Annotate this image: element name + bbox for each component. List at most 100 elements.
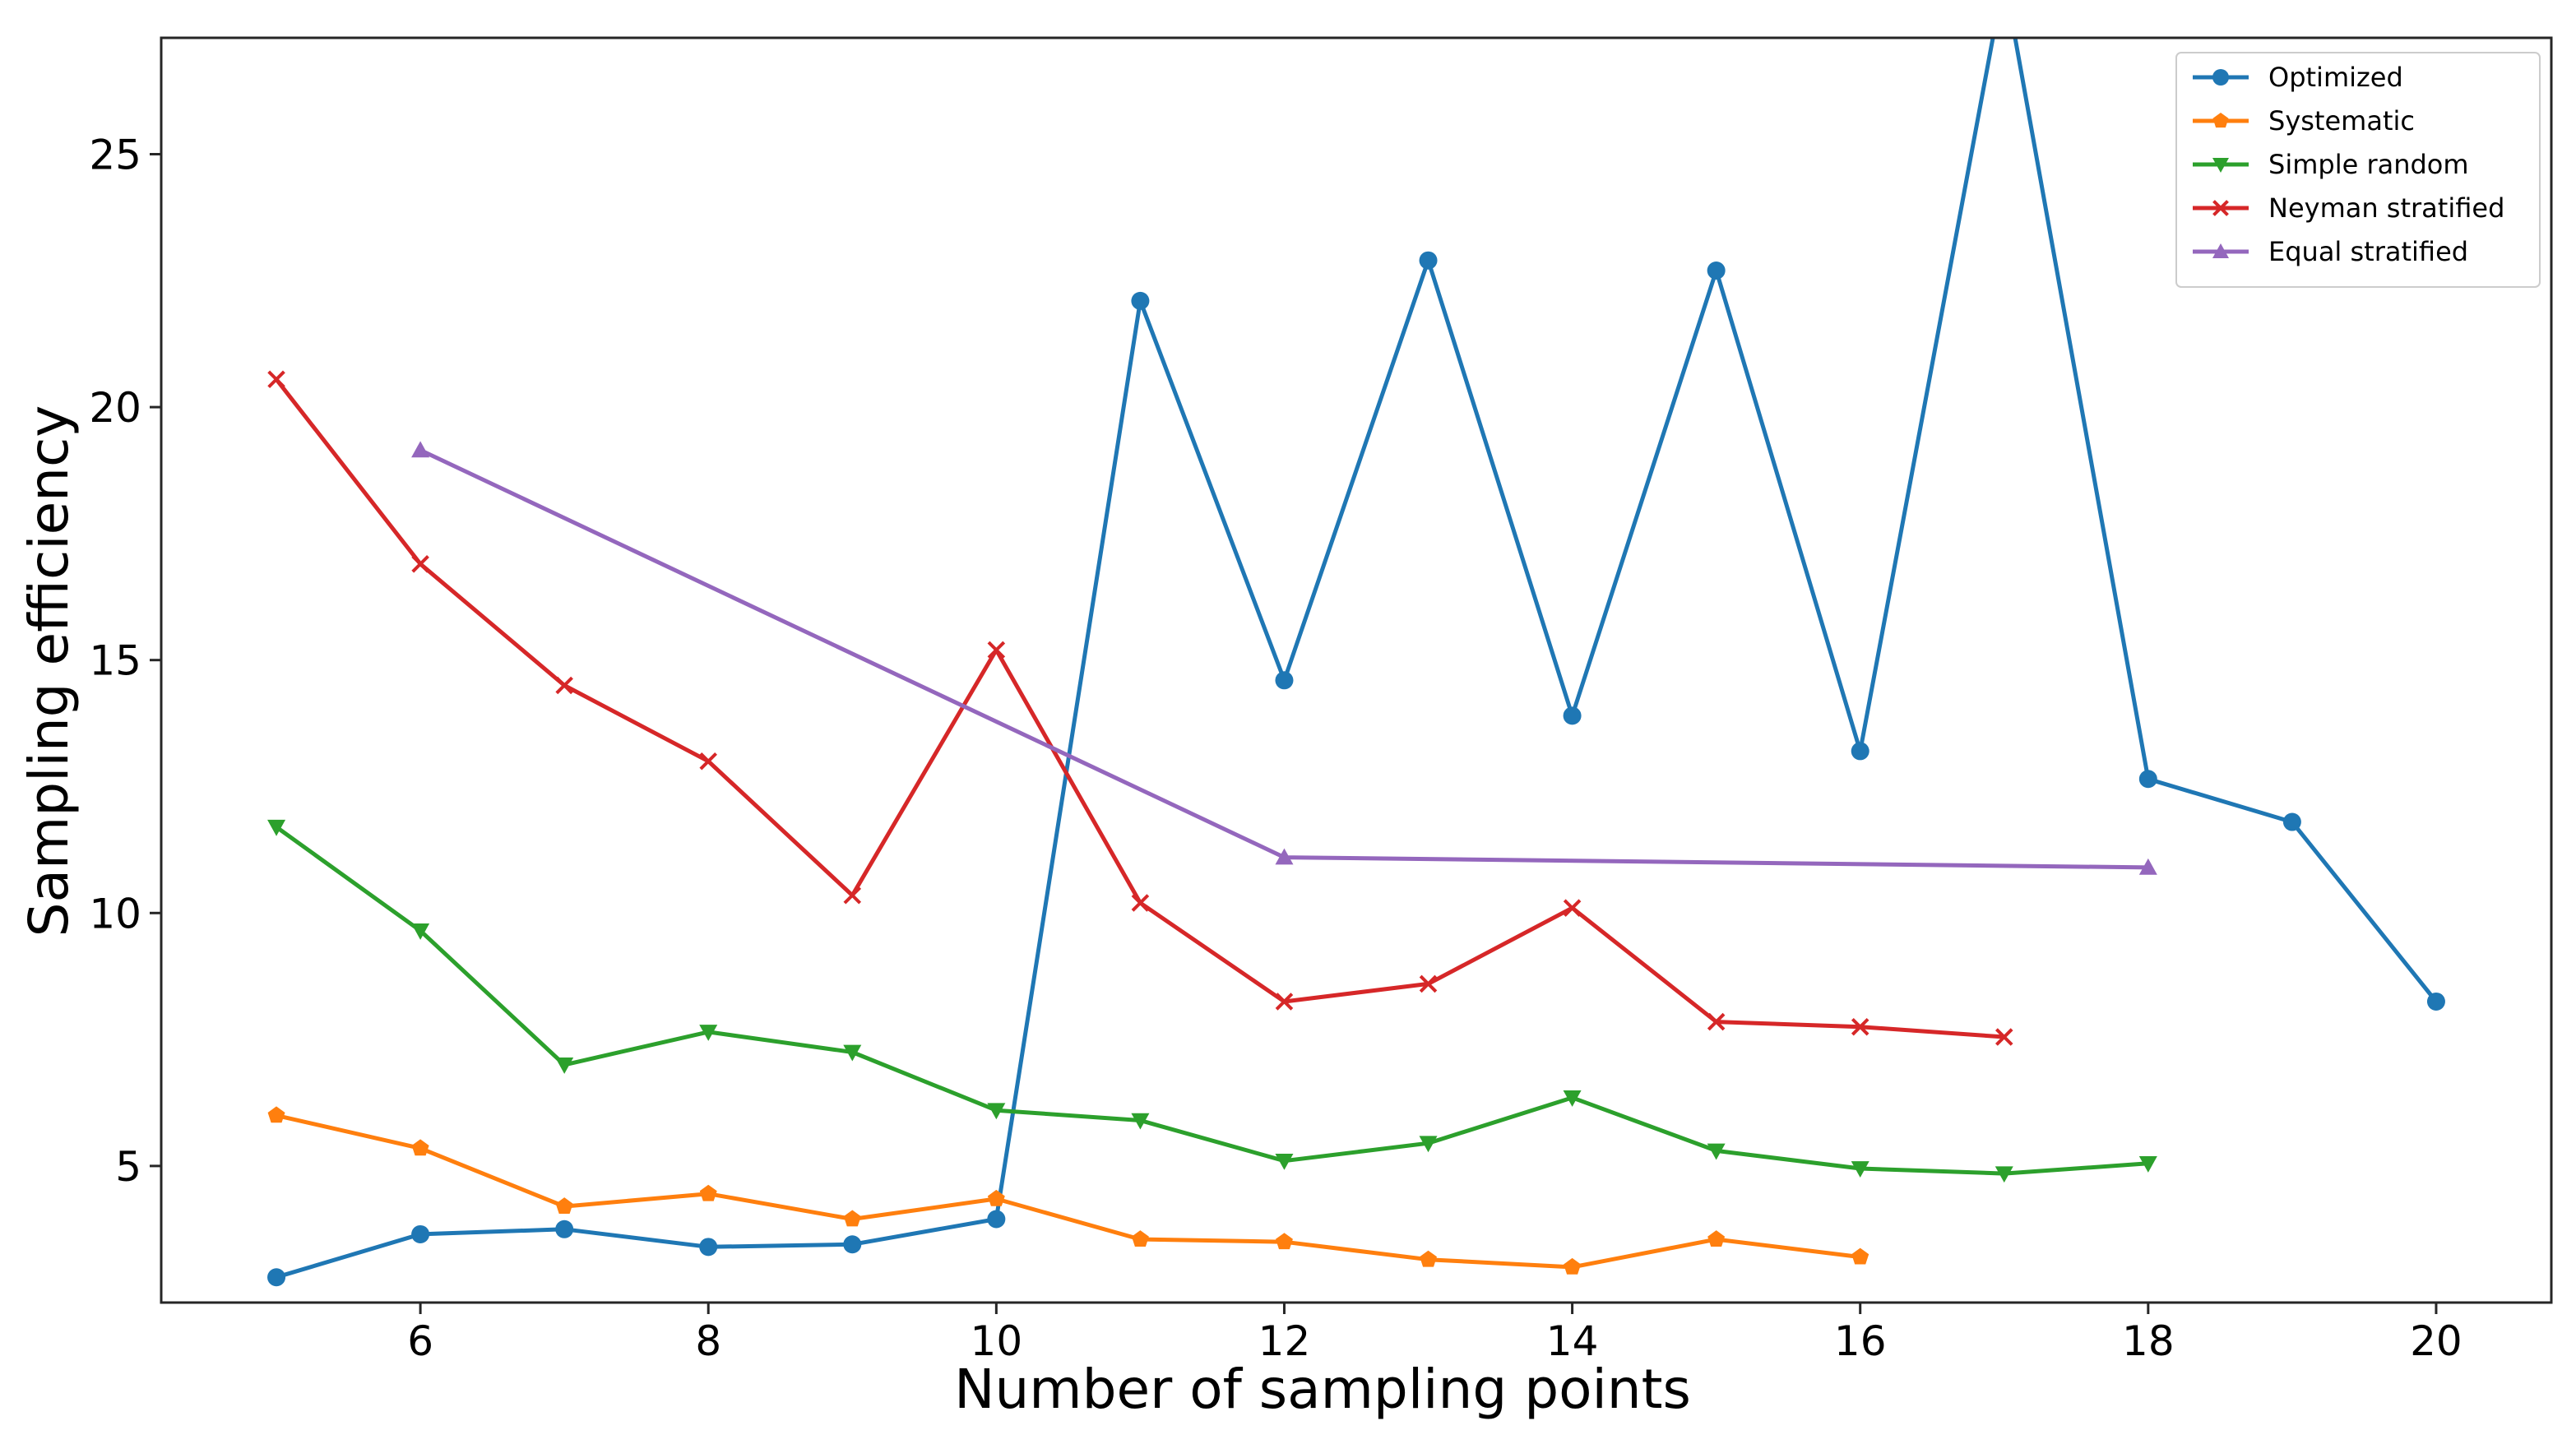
y-axis-label: Sampling efficiency (17, 405, 81, 937)
data-point-optimized (1563, 706, 1582, 725)
data-point-neyman-stratified (1995, 1028, 2013, 1046)
legend-item-neyman-stratified: Neyman stratified (2193, 192, 2504, 224)
data-point-neyman-stratified (843, 886, 862, 905)
data-point-optimized (2282, 812, 2301, 831)
legend-marker (2212, 200, 2229, 216)
x-tick-label: 12 (1258, 1317, 1311, 1365)
legend-item-systematic: Systematic (2193, 105, 2415, 137)
data-point-neyman-stratified (411, 555, 429, 573)
x-tick-label: 14 (1546, 1317, 1599, 1365)
x-axis-label: Number of sampling points (954, 1358, 1691, 1421)
data-point-systematic (843, 1210, 861, 1227)
data-point-systematic (555, 1197, 573, 1214)
y-tick-label: 5 (115, 1143, 141, 1191)
x-tick-label: 18 (2122, 1317, 2175, 1365)
data-point-neyman-stratified (699, 752, 717, 771)
legend-marker (2212, 113, 2229, 128)
plot-frame (160, 36, 2553, 1304)
legend-label: Simple random (2268, 149, 2469, 180)
data-point-simple-random (1275, 1153, 1294, 1170)
data-point-neyman-stratified (1707, 1012, 1726, 1031)
data-point-simple-random (2138, 1156, 2157, 1173)
data-point-equal-stratified (1275, 848, 1294, 865)
data-point-optimized (1707, 261, 1726, 280)
data-point-optimized (2426, 992, 2445, 1011)
data-point-equal-stratified (411, 441, 430, 458)
series-line-systematic (274, 1113, 1863, 1270)
legend-marker (2212, 243, 2229, 258)
data-point-simple-random (1851, 1161, 1869, 1178)
data-point-simple-random (411, 923, 430, 940)
data-point-systematic (1420, 1250, 1437, 1267)
legend-item-simple-random: Simple random (2193, 149, 2469, 180)
data-point-neyman-stratified (987, 641, 1006, 660)
series-systematic (267, 1106, 1869, 1275)
y-tick-label: 15 (89, 637, 141, 685)
data-point-systematic (267, 1106, 285, 1123)
data-point-optimized (1131, 291, 1150, 310)
data-point-simple-random (987, 1103, 1006, 1120)
plot-layer (267, 38, 2445, 1287)
data-point-neyman-stratified (267, 370, 285, 389)
data-point-simple-random (555, 1058, 574, 1074)
y-tick-label: 20 (89, 384, 141, 432)
data-point-simple-random (843, 1044, 862, 1062)
data-point-simple-random (699, 1025, 718, 1041)
series-line-equal-stratified (418, 447, 2151, 870)
legend-label: Neyman stratified (2268, 192, 2504, 224)
series-equal-stratified (411, 441, 2157, 875)
y-tick-label: 10 (89, 890, 141, 937)
data-point-simple-random (1995, 1166, 2013, 1183)
legend-item-equal-stratified: Equal stratified (2193, 236, 2468, 267)
data-point-optimized (1419, 251, 1438, 270)
data-point-simple-random (267, 819, 286, 836)
data-point-systematic (411, 1139, 429, 1156)
series-line-neyman-stratified (274, 377, 2007, 1039)
series-line-optimized (274, 38, 2439, 1280)
legend-box (2175, 52, 2541, 288)
data-point-neyman-stratified (1851, 1017, 1869, 1036)
legend-marker (2212, 69, 2229, 86)
data-point-optimized (987, 1210, 1006, 1229)
data-point-optimized (1275, 671, 1294, 690)
data-point-optimized (699, 1238, 718, 1257)
legend-item-optimized: Optimized (2193, 62, 2403, 93)
data-point-optimized (411, 1224, 430, 1243)
data-point-systematic (699, 1184, 717, 1201)
data-point-systematic (1276, 1233, 1293, 1250)
x-tick-label: 16 (1834, 1317, 1887, 1365)
legend-marker (2212, 158, 2229, 173)
data-point-neyman-stratified (1131, 894, 1150, 912)
y-tick-label: 25 (89, 131, 141, 178)
x-tick-label: 10 (971, 1317, 1023, 1365)
data-point-simple-random (1707, 1143, 1726, 1160)
data-point-systematic (1851, 1247, 1869, 1265)
data-point-simple-random (1419, 1136, 1438, 1153)
data-point-systematic (987, 1189, 1005, 1206)
data-point-neyman-stratified (1419, 974, 1438, 993)
legend: Optimized Systematic Simple random Neyman s… (2175, 52, 2541, 288)
series-simple-random (267, 819, 2157, 1183)
data-point-neyman-stratified (1275, 993, 1294, 1011)
data-point-optimized (2138, 770, 2157, 789)
series-line-simple-random (274, 825, 2151, 1176)
data-point-simple-random (1563, 1090, 1582, 1107)
legend-label: Systematic (2268, 105, 2415, 137)
data-point-neyman-stratified (1563, 899, 1582, 917)
legend-label: Optimized (2268, 62, 2403, 93)
data-point-simple-random (1131, 1113, 1150, 1130)
x-tick-label: 20 (2410, 1317, 2462, 1365)
data-point-optimized (267, 1268, 286, 1287)
x-tick-label: 8 (695, 1317, 721, 1365)
ticks-layer: 6 8 10 12 14 16 18 20 5 10 15 20 25 (89, 131, 2462, 1365)
data-point-systematic (1131, 1230, 1149, 1247)
series-neyman-stratified (267, 370, 2013, 1046)
data-point-optimized (1851, 742, 1869, 761)
x-tick-label: 6 (407, 1317, 433, 1365)
data-point-optimized (843, 1235, 862, 1254)
legend-label: Equal stratified (2268, 236, 2468, 267)
data-point-systematic (1707, 1230, 1726, 1247)
series-optimized (267, 38, 2445, 1287)
data-point-systematic (1564, 1257, 1582, 1275)
